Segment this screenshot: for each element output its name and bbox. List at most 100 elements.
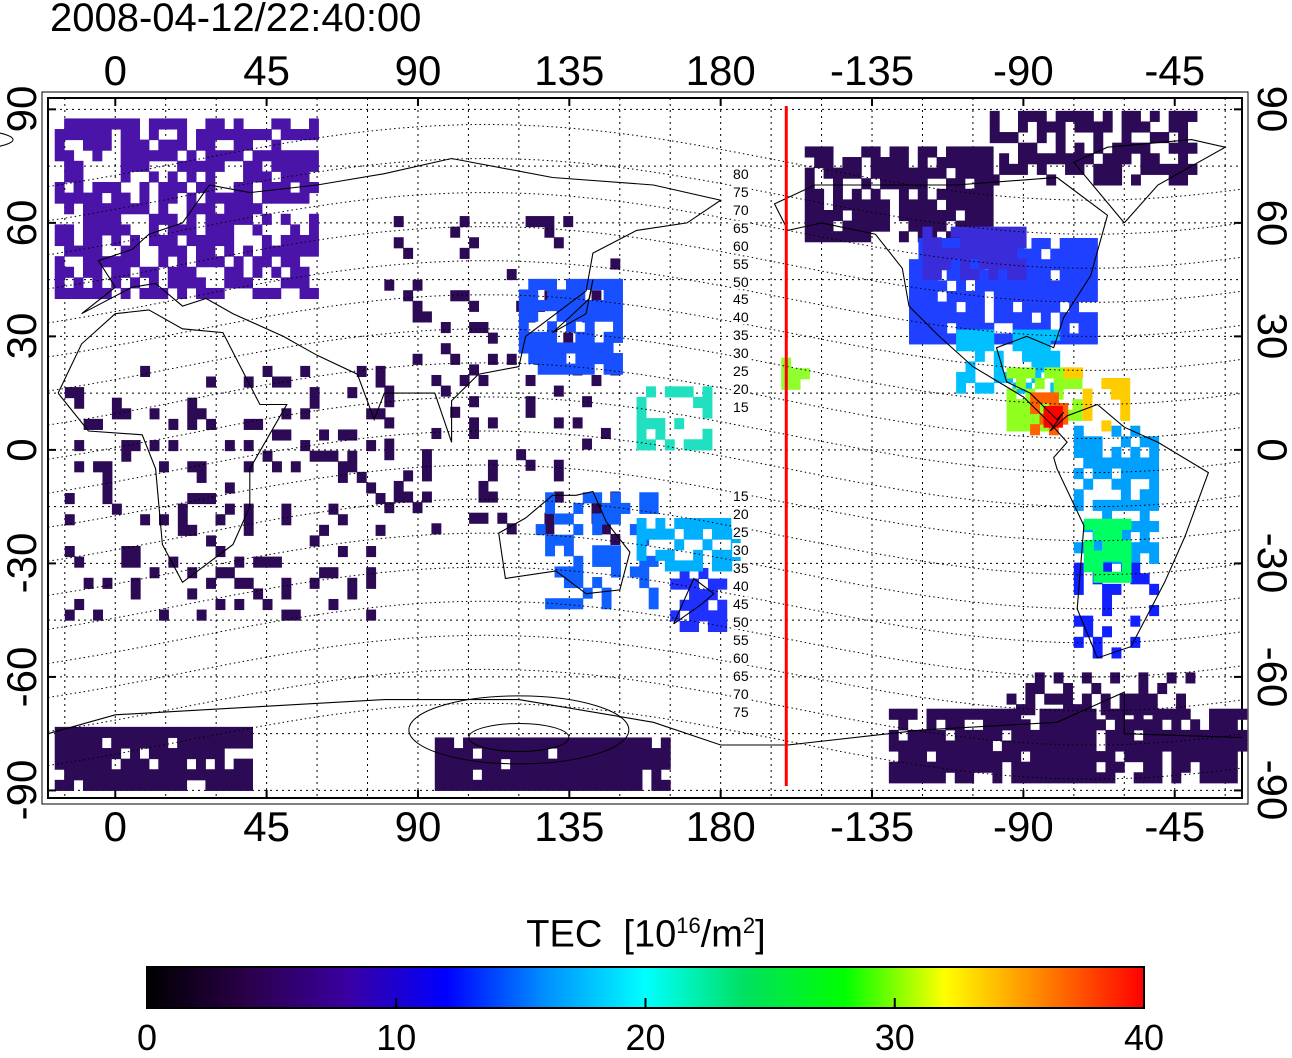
tec-cell [1048, 424, 1059, 436]
tec-cell [1012, 340, 1023, 352]
tec-cell [1178, 142, 1189, 154]
tec-cell [576, 758, 586, 770]
tec-cell [623, 758, 634, 770]
tec-cell [130, 160, 140, 172]
tec-cell [92, 748, 103, 760]
tec-cell [64, 737, 75, 749]
contour-label: 55 [732, 255, 750, 272]
tec-cell [64, 171, 75, 183]
tec-cell [721, 549, 732, 561]
tec-cell [519, 737, 530, 749]
tec-cell [1077, 751, 1088, 763]
tec-cell [214, 737, 225, 749]
tec-cell [280, 277, 291, 289]
tec-cell [636, 428, 647, 440]
tec-cell [823, 157, 834, 169]
contour-label: 35 [732, 327, 750, 344]
tec-cell [1227, 740, 1238, 752]
contour-label: 15 [732, 488, 750, 505]
tec-cell [1036, 110, 1047, 122]
tec-cell [1050, 259, 1061, 271]
lon-tick-label-top: 90 [394, 47, 442, 94]
tec-cell [64, 748, 75, 760]
tec-cell [271, 245, 282, 257]
tec-cell [1055, 142, 1066, 154]
tec-cell [592, 513, 603, 525]
tec-cell [1022, 290, 1032, 303]
tec-cell [1149, 499, 1160, 511]
tec-cell [375, 365, 386, 377]
tec-cell [674, 539, 685, 551]
lon-tick-label-bottom: 90 [394, 803, 442, 850]
tec-cell [82, 737, 93, 749]
tec-cell [585, 758, 596, 770]
tec-cell [271, 182, 282, 194]
lon-tick-label-top: 180 [685, 47, 756, 94]
tec-cell [130, 779, 140, 791]
tec-cell [1022, 350, 1032, 362]
tec-cell [139, 160, 150, 172]
tec-cell [804, 220, 815, 232]
contour-label: 40 [732, 309, 750, 326]
contour-label: 55 [732, 632, 750, 649]
tec-cell [1120, 436, 1131, 448]
tec-cell [195, 203, 206, 215]
tec-cell [563, 577, 574, 589]
tec-cell [82, 266, 93, 278]
tec-cell [594, 737, 605, 749]
coastlines [47, 139, 1243, 746]
tec-cell [945, 719, 956, 731]
tec-cell [870, 210, 881, 222]
tec-cell [215, 514, 226, 526]
tec-cell [1020, 772, 1031, 784]
tec-cell [337, 429, 348, 441]
tec-cell [308, 118, 319, 130]
tec-cell [299, 129, 310, 141]
tec-cell [463, 748, 473, 760]
tec-cell [1199, 729, 1210, 741]
tec-cell [214, 256, 225, 268]
tec-cell [639, 555, 650, 567]
tec-cell [280, 171, 291, 183]
tec-cell [384, 449, 395, 461]
tec-cell [655, 528, 666, 540]
tec-cell [139, 769, 150, 781]
tec-cell [422, 491, 432, 503]
tec-cell [1073, 573, 1084, 585]
tec-cell [1031, 340, 1042, 352]
tec-cell [120, 118, 131, 130]
tec-cell [613, 353, 623, 365]
tec-cell [601, 587, 612, 599]
tec-cell [224, 277, 235, 289]
tec-cell [148, 234, 159, 247]
tec-cell [149, 408, 160, 420]
tec-cell [64, 287, 75, 300]
tec-cell [1138, 672, 1149, 684]
tec-cell [601, 598, 612, 610]
tec-cell [1073, 542, 1084, 554]
tec-cell [233, 779, 244, 791]
tec-cell [177, 182, 188, 194]
colorbar-tick-label: 30 [874, 1017, 915, 1058]
tec-cell [280, 118, 291, 130]
tec-cell [591, 374, 602, 387]
tec-cell [195, 129, 206, 141]
tec-cell [945, 761, 956, 773]
tec-cell [946, 312, 957, 324]
tec-cell [1015, 409, 1026, 421]
tec-cell [898, 146, 909, 158]
tec-cell [717, 578, 728, 590]
contour-label: 15 [732, 399, 750, 416]
tec-cell [1139, 489, 1150, 501]
tec-cell [1001, 740, 1012, 752]
tec-cell [707, 578, 718, 590]
tec-cell [309, 387, 320, 399]
tec-cell [54, 224, 65, 236]
tec-cell [158, 182, 169, 194]
tec-cell [1139, 542, 1150, 554]
tec-cell [434, 779, 445, 791]
tec-cell [518, 342, 529, 354]
tec-cell [205, 160, 216, 172]
tec-cell [956, 280, 967, 292]
tec-cell [347, 461, 358, 473]
